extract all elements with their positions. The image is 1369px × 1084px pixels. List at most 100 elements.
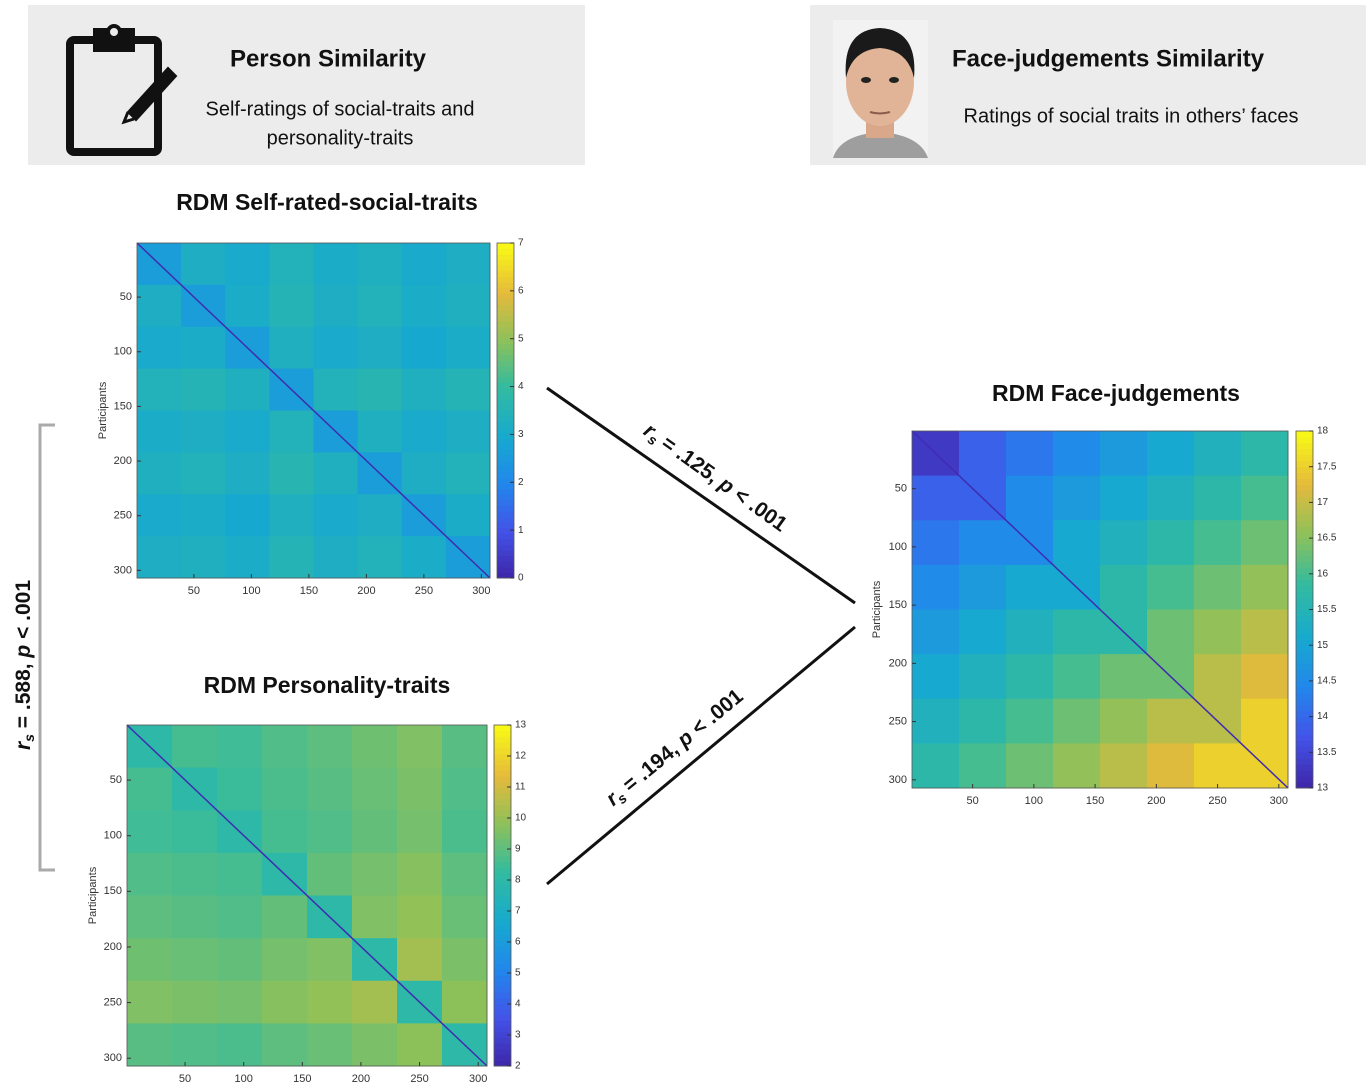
heatmap-cell [1147, 520, 1195, 566]
heatmap-cell [225, 284, 270, 328]
colorbar-segment [497, 544, 514, 551]
colorbar-segment [494, 776, 511, 783]
colorbar-tick-label: 14.5 [1317, 676, 1337, 687]
colorbar-segment [494, 781, 511, 789]
heatmap-cell [313, 243, 359, 286]
heatmap-cell [127, 810, 173, 854]
colorbar-segment [494, 793, 511, 800]
colorbar-segment [497, 511, 514, 518]
heatmap-cell [172, 980, 218, 1024]
header-text: Ratings of social traits in others’ face… [964, 105, 1299, 127]
colorbar-segment [1296, 639, 1313, 646]
colorbar-segment [1296, 669, 1313, 676]
y-tick-label: 100 [889, 541, 907, 553]
colorbar-segment [494, 798, 511, 806]
y-tick-label: 100 [114, 346, 132, 358]
y-tick-label: 100 [104, 830, 122, 842]
colorbar-segment [494, 906, 511, 914]
heatmap-cell [172, 725, 218, 769]
colorbar-tick-label: 13 [515, 720, 527, 731]
colorbar-segment [1296, 740, 1313, 747]
colorbar-tick-label: 11 [515, 782, 526, 793]
colorbar-segment [1296, 674, 1313, 682]
heatmap-cell [1241, 520, 1289, 566]
colorbar-segment [494, 736, 511, 743]
colorbar-segment [497, 561, 514, 568]
colorbar-segment [494, 747, 511, 754]
heatmap-cell [912, 520, 960, 566]
colorbar-segment [497, 460, 514, 467]
colorbar-tick-label: 1 [518, 525, 524, 536]
heatmap-cell [1241, 654, 1289, 700]
heatmap-cell [352, 852, 398, 896]
colorbar-segment [1296, 436, 1313, 444]
heatmap-cell [269, 494, 314, 537]
heatmap-cell [307, 1023, 353, 1067]
colorbar-segment [1296, 579, 1313, 587]
colorbar-segment [494, 918, 511, 925]
colorbar-segment [497, 371, 514, 378]
heatmap-cell [1194, 564, 1242, 610]
colorbar-segment [494, 827, 511, 834]
heatmap-cell [225, 368, 270, 411]
correlation-part: < .001 [12, 580, 35, 645]
colorbar-tick-label: 3 [515, 1030, 521, 1041]
colorbar-segment [497, 304, 514, 311]
correlation-part: = .194, [614, 734, 688, 800]
colorbar-segment [497, 505, 514, 512]
colorbar-segment [1296, 728, 1313, 735]
heatmap-cell [357, 410, 403, 453]
header-title: Person Similarity [230, 45, 427, 72]
colorbar-segment [494, 935, 511, 942]
heatmap-cell [397, 810, 443, 854]
colorbar-segment [1296, 651, 1313, 658]
heatmap-cell [401, 284, 447, 328]
colorbar-segment [497, 527, 514, 534]
colorbar-segment [1296, 496, 1313, 503]
colorbar-segment [497, 572, 514, 579]
colorbar-segment [497, 360, 514, 367]
correlation-part: p [12, 645, 35, 659]
colorbar-segment [1296, 442, 1313, 450]
heatmap-cell [397, 852, 443, 896]
heatmap-cell [1147, 475, 1195, 521]
colorbar-segment [497, 243, 514, 250]
correlation-part: s [21, 734, 37, 742]
colorbar-segment [494, 952, 511, 959]
heatmap-cell [1100, 743, 1148, 789]
colorbar-segment [1296, 621, 1313, 628]
colorbar-segment [1296, 472, 1313, 480]
heatmap-cell [1053, 475, 1101, 521]
colorbar-segment [497, 276, 514, 283]
correlation-part: < .001 [725, 480, 791, 537]
y-tick-label: 300 [104, 1052, 122, 1064]
colorbar-segment [1296, 448, 1313, 456]
colorbar-segment [494, 821, 511, 828]
colorbar-segment [1296, 532, 1313, 539]
x-tick-label: 250 [415, 585, 433, 597]
colorbar-tick-label: 2 [518, 477, 524, 488]
heatmap-cell [959, 609, 1007, 655]
colorbar-segment [494, 1014, 511, 1022]
colorbar-segment [497, 455, 514, 462]
heatmap-cell [1006, 431, 1054, 477]
x-tick-label: 100 [242, 585, 260, 597]
heatmap-cell [1053, 654, 1101, 700]
x-tick-label: 300 [1270, 795, 1288, 807]
colorbar-tick-label: 12 [515, 751, 527, 762]
heatmap-cell [137, 494, 182, 537]
y-tick-label: 300 [889, 774, 907, 786]
colorbar-segment [1296, 550, 1313, 557]
colorbar-segment [1296, 692, 1313, 700]
heatmap-cell [445, 410, 491, 453]
heatmap-cell [269, 410, 314, 453]
colorbar-segment [497, 315, 514, 322]
heatmap-cell [1100, 698, 1148, 744]
colorbar-segment [494, 832, 511, 840]
heatmap-cell [401, 243, 447, 286]
heatmap-cell [1006, 743, 1054, 789]
heatmap-cell [442, 767, 488, 811]
colorbar-segment [497, 259, 514, 266]
heatmap-cell [172, 1023, 218, 1067]
colorbar-segment [1296, 526, 1313, 533]
